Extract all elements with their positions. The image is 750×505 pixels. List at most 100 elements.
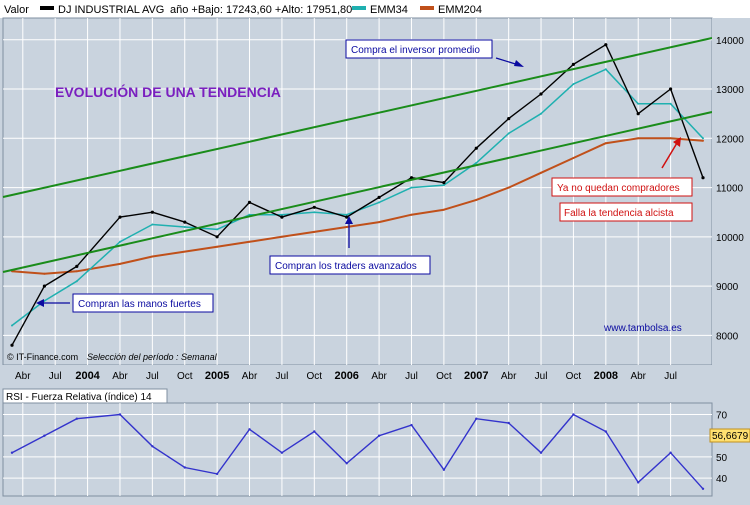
price-point	[345, 216, 348, 219]
panel-title: EVOLUCIÓN DE UNA TENDENCIA	[55, 83, 281, 100]
main-y-tick-label: 12000	[716, 134, 744, 145]
x-tick-label: 2004	[75, 370, 100, 382]
price-point	[118, 216, 121, 219]
rsi-point	[248, 428, 250, 430]
x-tick-label: Abr	[501, 371, 517, 382]
main-y-tick-label: 10000	[716, 233, 744, 244]
ema34-point	[281, 214, 283, 216]
rsi-y-tick-label: 50	[716, 453, 728, 464]
legend-label-ema204: EMM204	[438, 4, 482, 16]
ema34-point	[605, 68, 607, 70]
rsi-point	[76, 418, 78, 420]
main-y-tick-label: 13000	[716, 85, 744, 96]
rsi-point	[216, 473, 218, 475]
ema34-point	[76, 280, 78, 282]
annotation-no-compradores: Ya no quedan compradores	[557, 183, 680, 194]
rsi-point	[508, 422, 510, 424]
ema204-point	[378, 221, 380, 223]
x-tick-label: 2005	[205, 370, 229, 382]
x-tick-label: 2008	[594, 370, 618, 382]
ema204-point	[670, 137, 672, 139]
main-y-tick-label: 8000	[716, 331, 739, 342]
period-note: Selección del período : Semanal	[87, 352, 218, 362]
rsi-point	[475, 418, 477, 420]
ema204-point	[281, 236, 283, 238]
price-point	[216, 235, 219, 238]
x-tick-label: Jul	[49, 371, 62, 382]
ema204-point	[411, 214, 413, 216]
ema34-point	[313, 211, 315, 213]
annotation-manos: Compran las manos fuertes	[78, 299, 201, 310]
x-tick-label: Abr	[371, 371, 387, 382]
price-point	[43, 285, 46, 288]
x-tick-label: Oct	[436, 371, 452, 382]
price-point	[669, 87, 672, 90]
x-tick-label: Abr	[630, 371, 646, 382]
series-swatch-price	[40, 6, 54, 10]
rsi-point	[119, 413, 121, 415]
rsi-point	[346, 462, 348, 464]
legend-swatch-ema34	[352, 6, 366, 10]
price-point	[539, 92, 542, 95]
ema34-point	[11, 325, 13, 327]
price-point	[10, 344, 13, 347]
rsi-title: RSI - Fuerza Relativa (índice) 14	[6, 392, 152, 403]
ema204-point	[216, 246, 218, 248]
price-point	[637, 112, 640, 115]
legend-label-ema34: EMM34	[370, 4, 408, 16]
price-point	[183, 221, 186, 224]
rsi-point	[313, 430, 315, 432]
ema204-point	[475, 199, 477, 201]
price-point	[75, 265, 78, 268]
price-point	[572, 63, 575, 66]
x-tick-label: Abr	[242, 371, 258, 382]
legend-swatch-ema204	[420, 6, 434, 10]
ema204-point	[119, 263, 121, 265]
rsi-point	[151, 445, 153, 447]
ema204-point	[508, 187, 510, 189]
rsi-point	[378, 435, 380, 437]
ema34-point	[670, 103, 672, 105]
x-tick-label: Jul	[664, 371, 677, 382]
price-point	[507, 117, 510, 120]
ema34-point	[540, 113, 542, 115]
price-point	[475, 147, 478, 150]
rsi-point	[540, 452, 542, 454]
x-tick-label: Abr	[112, 371, 128, 382]
rsi-last-value: 56,6679	[712, 431, 749, 442]
rsi-point	[11, 452, 13, 454]
rsi-point	[605, 430, 607, 432]
ema204-point	[43, 273, 45, 275]
ema34-point	[184, 226, 186, 228]
main-y-tick-label: 11000	[716, 184, 744, 195]
ema204-point	[313, 231, 315, 233]
ema34-point	[443, 184, 445, 186]
ema34-point	[475, 162, 477, 164]
rsi-y-tick-label: 70	[716, 410, 728, 421]
ema34-point	[119, 241, 121, 243]
x-tick-label: 2007	[464, 370, 488, 382]
ema34-point	[637, 103, 639, 105]
ema34-point	[346, 214, 348, 216]
price-point	[313, 206, 316, 209]
x-tick-label: Oct	[307, 371, 323, 382]
x-tick-label: Jul	[405, 371, 418, 382]
x-tick-label: Oct	[566, 371, 582, 382]
ema34-point	[216, 228, 218, 230]
x-tick-label: Jul	[535, 371, 548, 382]
price-point	[701, 176, 704, 179]
ema34-point	[378, 201, 380, 203]
rsi-y-tick-label: 40	[716, 474, 728, 485]
ema34-point	[508, 132, 510, 134]
price-point	[248, 201, 251, 204]
rsi-point	[184, 466, 186, 468]
ema34-point	[151, 224, 153, 226]
rsi-point	[443, 469, 445, 471]
rsi-point	[702, 488, 704, 490]
instrument-name: DJ INDUSTRIAL AVG	[58, 4, 164, 16]
rsi-point	[281, 452, 283, 454]
ema204-point	[76, 270, 78, 272]
ema34-point	[411, 187, 413, 189]
rsi-point	[572, 413, 574, 415]
